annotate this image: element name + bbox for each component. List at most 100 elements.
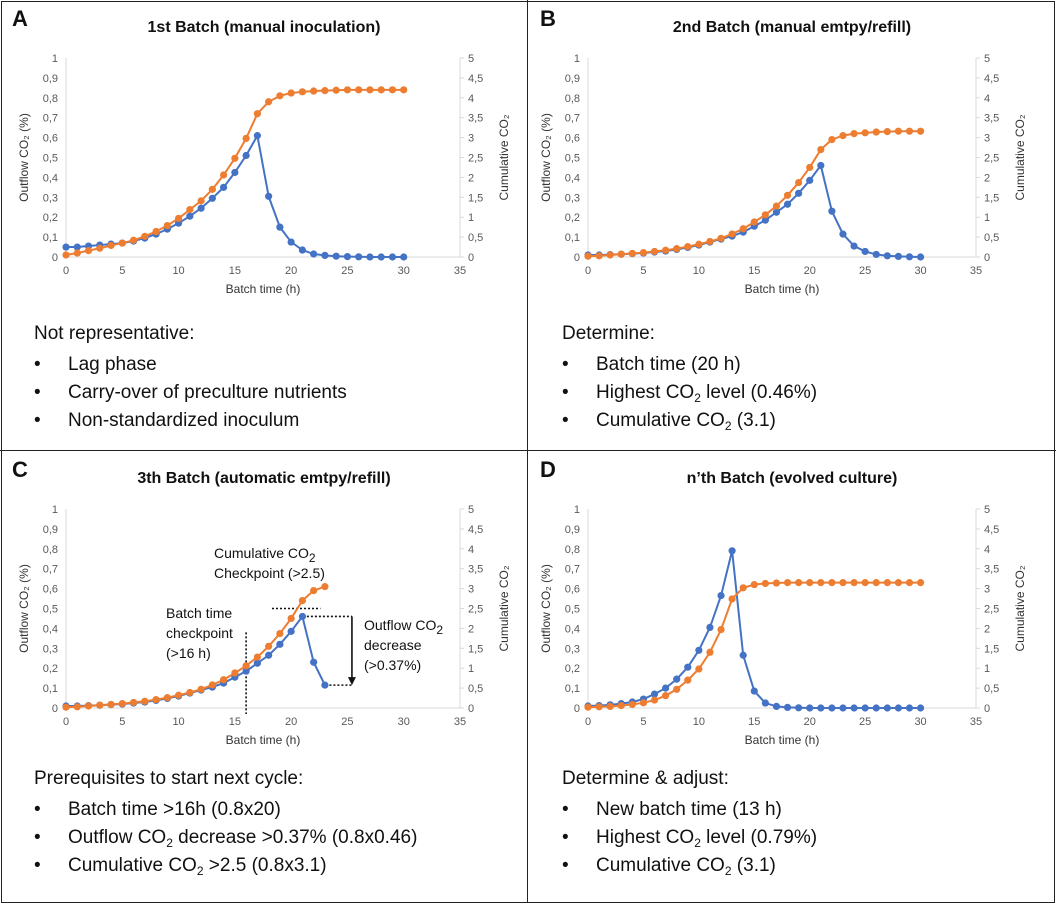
cumulative-co2-point (231, 154, 239, 162)
outflow-co2-point (366, 253, 374, 261)
cumulative-co2-point (861, 129, 869, 137)
outflow-co2-point (186, 212, 194, 220)
y2-tick-label: 2 (984, 172, 990, 184)
y2-tick-label: 3,5 (984, 113, 999, 125)
outflow-co2-line (587, 550, 921, 709)
y-tick-label: 0,1 (565, 232, 580, 244)
cumulative-co2-point (761, 211, 769, 219)
outflow-co2-point (242, 151, 250, 160)
outflow-co2-point (377, 253, 385, 261)
outflow-co2-point (806, 704, 814, 712)
cumulative-co2-point (728, 595, 736, 603)
cumulative-co2-point (839, 132, 847, 140)
cumulative-co2-point (332, 86, 340, 94)
outflow-co2-point (872, 704, 880, 712)
outflow-co2-point (795, 189, 803, 197)
y-axis-title: Outflow CO₂ (%) (17, 113, 31, 202)
y-tick-label: 0 (574, 703, 580, 715)
outflow-co2-point (905, 704, 914, 712)
cumulative-co2-point (795, 178, 803, 187)
outflow-co2-point (265, 192, 273, 200)
outflow-co2-point (650, 690, 659, 698)
y-tick-label: 0,1 (565, 683, 580, 695)
y2-axis-title: Cumulative CO₂ (1013, 114, 1027, 200)
outflow-co2-point (806, 176, 814, 184)
cumulative-co2-point (628, 249, 636, 258)
outflow-co2-point (684, 663, 692, 671)
panel-letter: C (12, 457, 28, 482)
panel-title: n’th Batch (evolved culture) (686, 470, 898, 487)
y-tick-label: 0,5 (565, 153, 580, 165)
cumulative-co2-point (400, 86, 408, 94)
outflow-co2-point (321, 681, 329, 689)
x-tick-label: 15 (229, 716, 241, 728)
cumulative-co2-point (916, 127, 925, 135)
y-tick-label: 0,4 (565, 623, 580, 635)
outflow-co2-point (287, 627, 295, 635)
outflow-co2-point (839, 704, 847, 712)
outflow-co2-point (400, 253, 408, 261)
x-tick-label: 10 (172, 265, 184, 277)
cumulative-co2-point (107, 700, 115, 709)
cumulative-co2-point (894, 579, 902, 587)
y-tick-label: 1 (574, 504, 580, 516)
y2-tick-label: 1,5 (468, 192, 483, 204)
cumulative-co2-point (298, 596, 306, 605)
notes-heading: Prerequisites to start next cycle: (34, 768, 304, 789)
panel-letter: A (12, 6, 28, 31)
outflow-co2-point (208, 194, 216, 202)
y-tick-label: 0,3 (43, 192, 58, 204)
cumulative-co2-point (310, 87, 318, 95)
y2-tick-label: 0 (468, 252, 474, 264)
outflow-co2-line (588, 163, 921, 258)
x-tick-label: 20 (804, 716, 816, 728)
outflow-co2-point (242, 667, 250, 675)
cumulative-co2-point (795, 579, 803, 587)
cumulative-co2-point (750, 581, 758, 589)
y-tick-label: 0 (52, 252, 58, 264)
cumulative-co2-point (366, 86, 374, 94)
chart-c: 00,10,20,30,40,50,60,70,80,9100,511,522,… (17, 504, 511, 747)
panel-letter: D (540, 457, 556, 482)
notes-heading: Not representative: (34, 323, 195, 344)
outflow-co2-point (894, 704, 902, 712)
cumulative-co2-point (894, 127, 902, 135)
outflow-co2-point (310, 658, 318, 666)
cumulative-co2-point (584, 703, 592, 711)
y2-tick-label: 3 (984, 133, 990, 145)
x-axis-title: Batch time (h) (745, 282, 820, 296)
outflow-co2-point (883, 704, 891, 712)
cumulative-co2-point (129, 236, 138, 244)
notes: Determine & adjust: • New batch time (13 … (562, 765, 817, 880)
cumulative-co2-point (916, 579, 925, 587)
cumulative-co2-point (695, 240, 703, 248)
note-item: • Cumulative CO2 (3.1) (562, 855, 776, 878)
cumulative-co2-point (850, 579, 858, 587)
y-tick-label: 0,2 (565, 663, 580, 675)
cumulative-co2-point (650, 247, 659, 256)
cumulative-co2-point (617, 250, 625, 258)
note-item: • New batch time (13 h) (562, 799, 782, 820)
y-tick-label: 0,5 (43, 153, 58, 165)
y-tick-label: 0,5 (565, 604, 580, 616)
note-item: • Non-standardized inoculum (34, 410, 300, 431)
y-tick-label: 1 (574, 53, 580, 65)
cumulative-co2-point (584, 252, 592, 260)
cumulative-co2-point (321, 87, 329, 95)
cumulative-co2-point (684, 676, 692, 684)
cumulative-co2-point (673, 245, 681, 253)
y2-axis-title: Cumulative CO₂ (497, 114, 511, 200)
panel-title: 2nd Batch (manual emtpy/refill) (672, 19, 912, 36)
cumulative-co2-point (728, 230, 736, 238)
cumulative-co2-point (197, 685, 205, 693)
annotation-cumulative-checkpoint: Cumulative CO2 Checkpoint (>2.5) (214, 545, 325, 581)
y2-tick-label: 4,5 (468, 73, 483, 85)
x-tick-label: 10 (693, 265, 705, 277)
x-tick-label: 0 (63, 265, 69, 277)
chart-a: 00,10,20,30,40,50,60,70,80,9100,511,522,… (17, 53, 511, 296)
y-tick-label: 0,1 (43, 683, 58, 695)
outflow-co2-point (355, 253, 363, 261)
outflow-co2-point (276, 223, 284, 231)
cumulative-co2-point (673, 685, 681, 693)
y2-tick-label: 5 (984, 53, 990, 65)
